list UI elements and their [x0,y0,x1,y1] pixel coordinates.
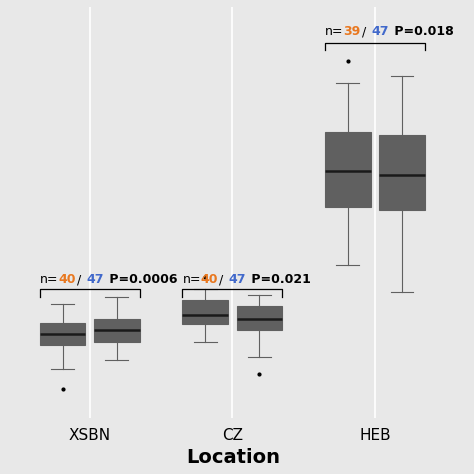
Text: 40: 40 [201,273,219,286]
Text: 47: 47 [86,273,103,286]
Text: 47: 47 [371,25,389,38]
Text: n=: n= [325,25,344,38]
PathPatch shape [237,306,282,329]
PathPatch shape [40,323,85,345]
PathPatch shape [379,136,425,210]
Text: 47: 47 [228,273,246,286]
Text: n=: n= [182,273,201,286]
X-axis label: Location: Location [187,448,281,467]
Text: P=0.0006: P=0.0006 [105,273,177,286]
PathPatch shape [182,300,228,324]
PathPatch shape [94,319,140,342]
PathPatch shape [325,132,371,207]
Text: 40: 40 [58,273,76,286]
Text: /: / [77,273,81,286]
Text: /: / [219,273,224,286]
Text: n=: n= [40,273,58,286]
Text: P=0.018: P=0.018 [390,25,454,38]
Text: /: / [362,25,366,38]
Text: 39: 39 [344,25,361,38]
Text: P=0.021: P=0.021 [247,273,311,286]
